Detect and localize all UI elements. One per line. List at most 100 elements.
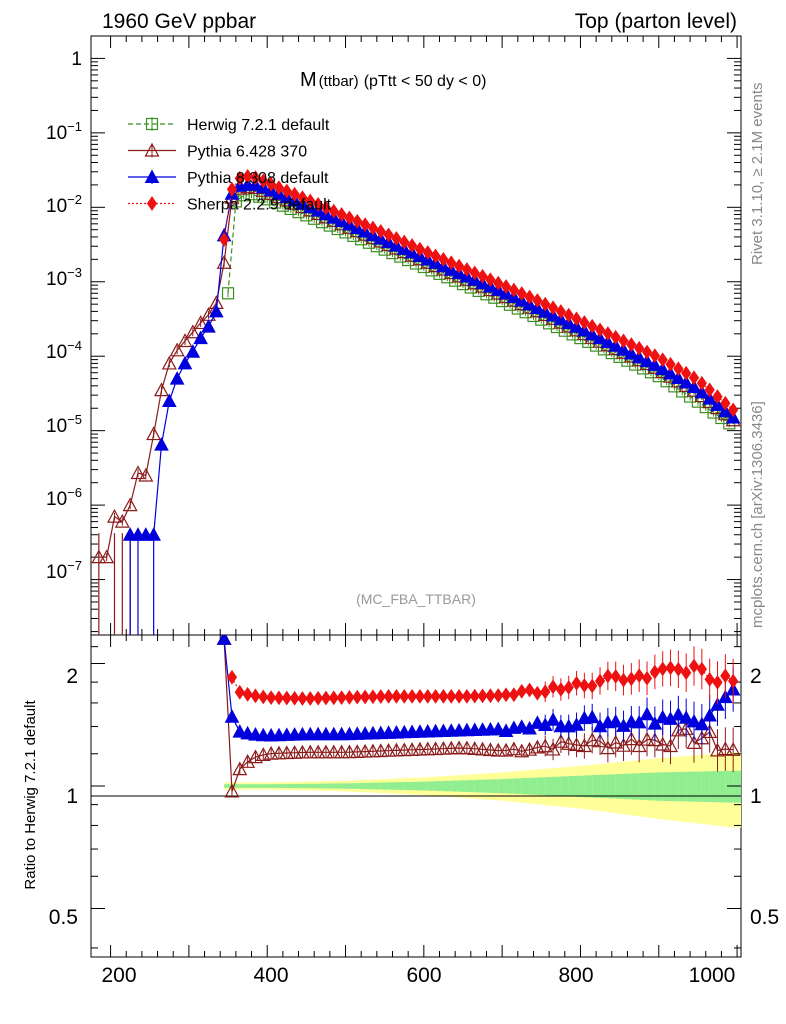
data-point-sherpa <box>352 213 363 229</box>
ratio-point-sherpa <box>626 671 637 687</box>
x-tick-label-600: 600 <box>406 964 441 987</box>
data-point-sherpa <box>500 279 512 294</box>
data-point-sherpa <box>242 169 253 184</box>
data-point-sherpa <box>728 402 739 418</box>
ratio-point-pythia6 <box>224 783 240 798</box>
band-inner-bin <box>600 774 609 799</box>
data-point-pythia8 <box>193 330 208 345</box>
ratio-point-sherpa <box>281 690 292 706</box>
data-point-sherpa <box>657 352 668 368</box>
ratio-point-sherpa <box>688 658 700 674</box>
plot-title: M (ttbar) (pTtt < 50 dy < 0) <box>300 69 486 91</box>
band-inner-bin <box>231 784 241 788</box>
ratio-point-pythia6 <box>341 744 357 759</box>
ratio-point-sherpa <box>359 689 371 705</box>
watermark-label: (MC_FBA_TTBAR) <box>356 591 476 607</box>
band-inner-bin <box>427 781 437 791</box>
data-point-sherpa <box>587 318 598 334</box>
band-inner-bin <box>498 779 507 794</box>
ratio-point-pythia8 <box>232 724 248 738</box>
y-tick-label-1e-6: 10−6 <box>46 485 82 510</box>
legend-marker-sherpa <box>146 196 158 211</box>
band-inner-bin <box>607 774 617 799</box>
ratio-point-pythia6 <box>318 744 334 759</box>
band-inner-bin <box>341 783 350 789</box>
ratio-uncertainty-band <box>224 752 741 828</box>
ratio-point-pythia6 <box>545 741 561 756</box>
ratio-point-pythia6 <box>506 741 522 756</box>
y-tick-label-1e-4: 10−4 <box>46 338 82 363</box>
ratio-point-pythia8 <box>694 716 710 731</box>
data-point-sherpa <box>281 183 292 199</box>
band-inner-bin <box>482 779 491 793</box>
ratio-point-sherpa <box>728 673 739 689</box>
ratio-point-pythia8 <box>545 712 561 726</box>
band-inner-bin <box>717 771 726 803</box>
ratio-y-tick-2-left: 2 <box>66 665 78 688</box>
data-point-sherpa <box>634 340 645 356</box>
ratio-point-sherpa <box>555 682 566 697</box>
data-point-sherpa <box>289 186 300 202</box>
ratio-point-sherpa <box>313 690 324 706</box>
y-tick-label-1e-5: 10−5 <box>46 412 82 437</box>
band-inner-bin <box>388 782 397 790</box>
ratio-point-sherpa <box>375 689 386 704</box>
data-point-sherpa <box>720 395 731 411</box>
ratio-point-pythia6 <box>459 740 475 755</box>
band-inner-bin <box>506 778 515 794</box>
data-point-sherpa <box>673 361 684 377</box>
ratio-point-pythia6 <box>561 735 577 750</box>
data-point-sherpa <box>532 293 543 308</box>
data-point-pythia6 <box>122 497 138 512</box>
ratio-point-sherpa <box>532 685 543 701</box>
data-point-sherpa <box>681 365 692 381</box>
ratio-point-pythia6 <box>381 742 397 757</box>
band-inner-bin <box>701 771 711 802</box>
band-inner-bin <box>670 772 679 802</box>
ratio-point-sherpa <box>657 661 668 677</box>
legend-label-pythia8: Pythia 8.308 default <box>187 170 329 187</box>
band-inner-bin <box>435 781 444 792</box>
y-tick-label-1: 1 <box>71 49 82 70</box>
ratio-point-sherpa <box>500 687 512 703</box>
data-point-sherpa <box>704 382 715 398</box>
legend-entry-herwig: Herwig 7.2.1 default <box>128 117 330 134</box>
ratio-point-sherpa <box>344 690 355 705</box>
data-point-sherpa <box>626 337 637 352</box>
ratio-point-pythia6 <box>412 741 428 756</box>
ratio-point-sherpa <box>297 691 308 706</box>
ratio-point-pythia6 <box>553 733 569 748</box>
legend-marker-pythia8 <box>144 169 160 183</box>
series-line-herwig <box>227 193 730 424</box>
ratio-point-pythia6 <box>279 745 295 760</box>
band-inner-bin <box>686 771 695 802</box>
band-inner-bin <box>631 773 640 800</box>
data-point-sherpa <box>438 251 449 267</box>
ratio-point-sherpa <box>453 689 465 704</box>
band-inner-bin <box>294 783 303 789</box>
data-point-sherpa <box>414 241 426 257</box>
band-inner-bin <box>333 783 343 789</box>
band-inner-bin <box>654 772 664 801</box>
ratio-point-pythia6 <box>373 743 389 758</box>
legend-label-pythia6: Pythia 6.428 370 <box>187 144 307 161</box>
data-point-sherpa <box>641 344 653 360</box>
ratio-point-sherpa <box>320 690 332 706</box>
band-inner-bin <box>247 784 256 788</box>
ratio-point-pythia8 <box>490 721 506 736</box>
band-inner-bin <box>302 783 311 789</box>
data-point-sherpa <box>375 224 386 239</box>
data-point-pythia8 <box>686 379 702 393</box>
data-point-sherpa <box>696 375 707 391</box>
ratio-point-sherpa <box>610 669 621 684</box>
data-point-sherpa <box>712 389 723 404</box>
legend: Herwig 7.2.1 default Pythia 6.428 370 Pyth… <box>128 117 332 214</box>
main-y-tick-labels: 1 10−1 10−2 10−3 10−4 10−5 10−6 10−7 <box>46 49 82 583</box>
ratio-point-pythia6 <box>420 741 436 756</box>
ratio-y-tick-05-right: 0.5 <box>750 906 779 929</box>
data-point-sherpa <box>579 315 590 330</box>
ratio-point-sherpa <box>414 689 426 704</box>
ratio-point-pythia8 <box>584 709 600 724</box>
ratio-point-sherpa <box>391 689 402 704</box>
